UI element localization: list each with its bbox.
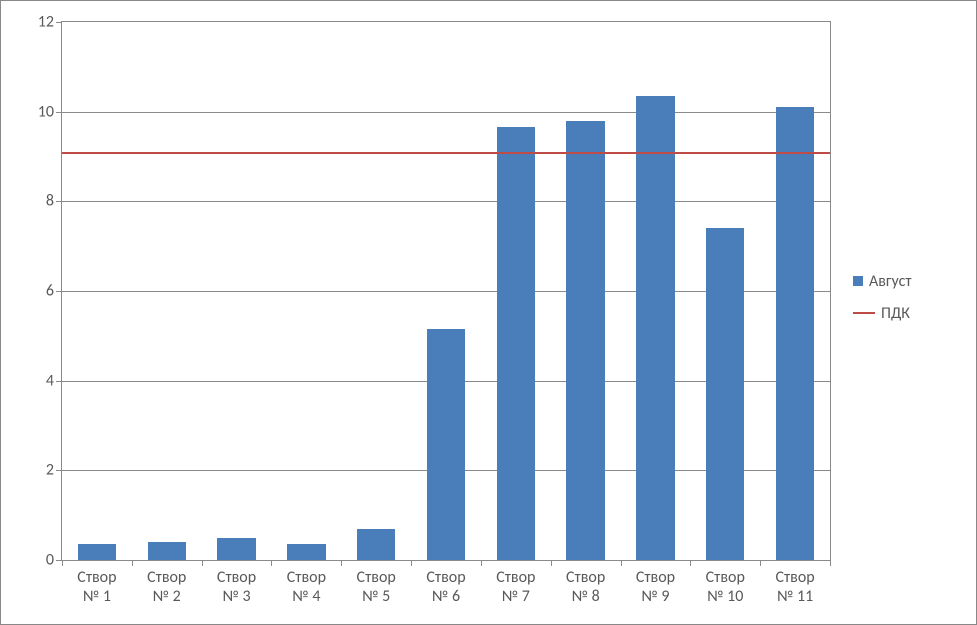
x-tick-mark [481, 560, 482, 566]
x-tick-mark [202, 560, 203, 566]
legend-item-line: ПДК [853, 303, 912, 323]
x-tick-mark [830, 560, 831, 566]
bar-slot [78, 22, 116, 560]
x-axis-label: Створ № 1 [62, 568, 132, 606]
bar [706, 228, 744, 560]
y-tick-label: 6 [14, 282, 54, 301]
bar [497, 127, 535, 560]
legend-label-bar: Август [869, 272, 912, 291]
y-tick-mark [56, 291, 62, 292]
bar [566, 121, 604, 560]
x-tick-mark [132, 560, 133, 566]
bar-slot [217, 22, 255, 560]
chart-container: 024681012Створ № 1Створ № 2Створ № 3Ство… [0, 0, 977, 625]
legend-label-line: ПДК [881, 304, 910, 323]
x-axis-label: Створ № 8 [551, 568, 621, 606]
bar [217, 538, 255, 560]
x-axis-label: Створ № 9 [621, 568, 691, 606]
y-tick-mark [56, 470, 62, 471]
bar-slot [776, 22, 814, 560]
bar-slot [566, 22, 604, 560]
bar-slot [636, 22, 674, 560]
y-tick-label: 0 [14, 551, 54, 570]
legend-item-bar: Август [853, 271, 912, 291]
bar [148, 542, 186, 560]
y-tick-label: 8 [14, 192, 54, 211]
x-axis-label: Створ № 2 [132, 568, 202, 606]
legend-swatch-line [853, 312, 875, 314]
bar-slot [148, 22, 186, 560]
x-axis-label: Створ № 10 [690, 568, 760, 606]
legend-swatch-bar [853, 276, 863, 286]
x-tick-mark [621, 560, 622, 566]
x-tick-mark [551, 560, 552, 566]
bar [427, 329, 465, 560]
pdk-line [62, 152, 830, 154]
x-axis-label: Створ № 6 [411, 568, 481, 606]
y-tick-mark [56, 201, 62, 202]
x-tick-mark [760, 560, 761, 566]
y-tick-label: 10 [14, 102, 54, 121]
bar-slot [287, 22, 325, 560]
bar-slot [357, 22, 395, 560]
bar [776, 107, 814, 560]
x-tick-mark [62, 560, 63, 566]
bar [78, 544, 116, 560]
bar [357, 529, 395, 560]
bar-slot [706, 22, 744, 560]
x-axis-label: Створ № 5 [341, 568, 411, 606]
x-tick-mark [271, 560, 272, 566]
bar [636, 96, 674, 560]
x-tick-mark [341, 560, 342, 566]
y-tick-label: 2 [14, 461, 54, 480]
x-tick-mark [411, 560, 412, 566]
bar-slot [427, 22, 465, 560]
x-axis-label: Створ № 3 [202, 568, 272, 606]
x-axis-label: Створ № 11 [760, 568, 830, 606]
x-tick-mark [690, 560, 691, 566]
y-tick-mark [56, 112, 62, 113]
y-tick-mark [56, 381, 62, 382]
x-axis-label: Створ № 7 [481, 568, 551, 606]
plot-area: 024681012Створ № 1Створ № 2Створ № 3Ство… [61, 21, 831, 561]
bar [287, 544, 325, 560]
y-tick-mark [56, 22, 62, 23]
y-tick-label: 12 [14, 13, 54, 32]
x-axis-label: Створ № 4 [271, 568, 341, 606]
legend: Август ПДК [853, 271, 912, 335]
bar-slot [497, 22, 535, 560]
y-tick-label: 4 [14, 371, 54, 390]
